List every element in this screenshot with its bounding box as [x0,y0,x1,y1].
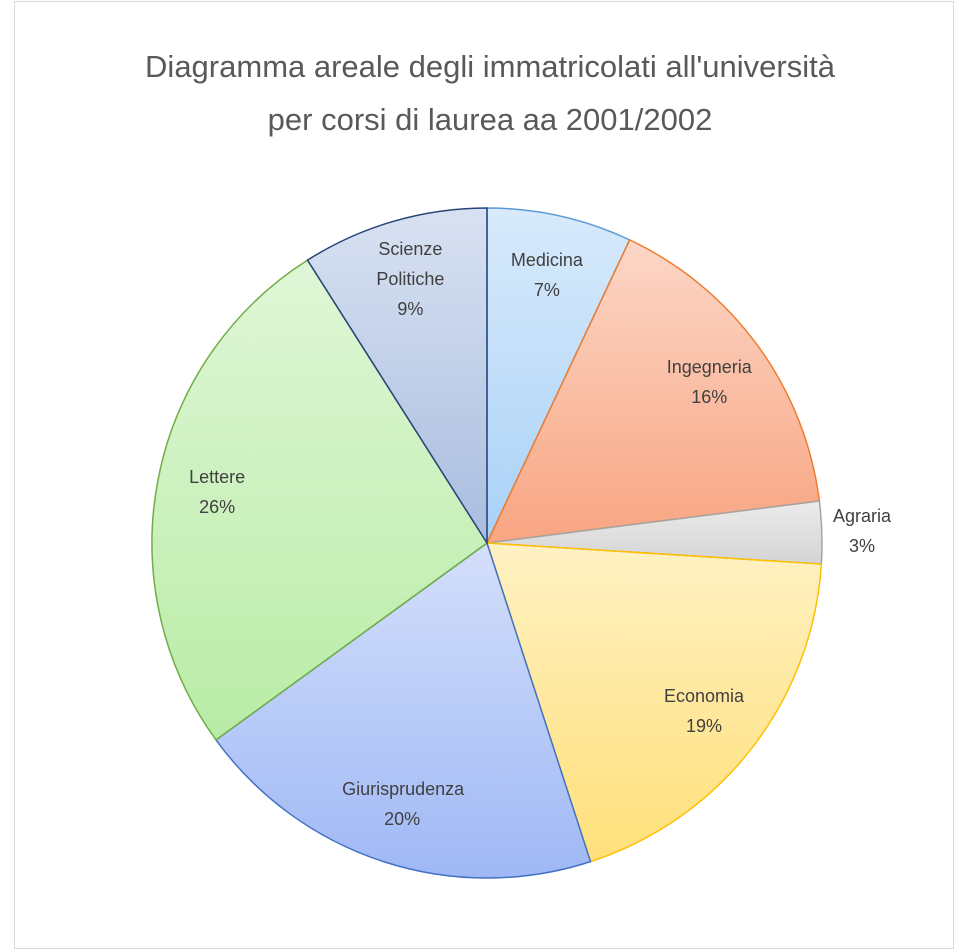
data-label-value: 3% [848,536,875,557]
data-label-category: Medicina [510,249,583,270]
pie-slice [485,238,821,544]
data-label: Scienze Politiche 9% [350,234,470,324]
data-label-value: 19% [686,716,723,737]
data-label-value: 9% [397,299,424,320]
data-label: Giurisprudenza 20% [342,774,465,834]
pie-slice [151,259,489,741]
data-label: Agraria 3% [802,501,922,561]
data-label-value: 26% [199,496,236,517]
data-label-category: Giurisprudenza [342,779,465,800]
data-label: Economia 19% [644,681,764,741]
data-label-value: 16% [691,386,728,407]
pie-slice [485,542,823,863]
data-label-category: Agraria [832,506,892,527]
pie-slice [214,541,592,879]
data-label: Medicina 7% [487,245,607,305]
data-label: Lettere 26% [157,462,277,522]
data-label-category: Ingegneria [666,356,752,377]
data-label-value: 7% [533,279,560,300]
data-label-category: Scienze Politiche [376,239,445,290]
data-label-value: 20% [384,809,421,830]
data-label: Ingegneria 16% [649,352,769,412]
chart-title: Diagramma areale degli immatricolati all… [145,49,835,137]
pie-slice [486,207,631,544]
pie-slice [306,207,488,546]
data-label-category: Lettere [189,466,246,487]
data-label-category: Economia [664,686,745,707]
